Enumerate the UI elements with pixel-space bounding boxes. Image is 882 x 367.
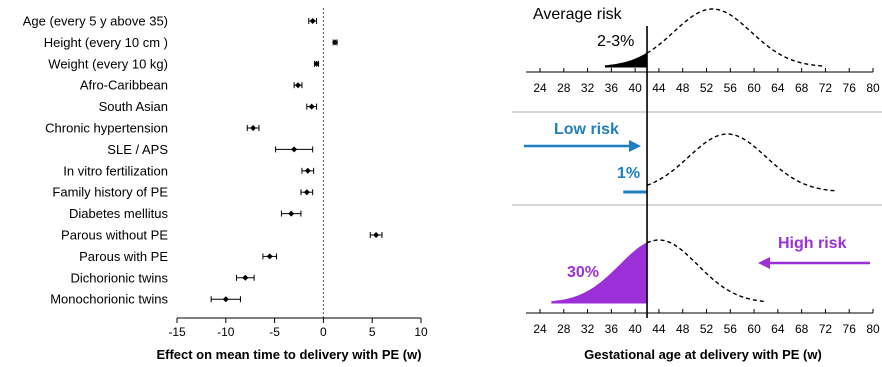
high-risk-arrow-label: High risk xyxy=(778,235,847,252)
forest-row-label: Parous without PE xyxy=(61,228,168,243)
distribution-x-tick-label: 32 xyxy=(581,81,595,95)
distribution-x-tick-label: 80 xyxy=(866,322,880,336)
distribution-x-tick-label: 40 xyxy=(628,322,642,336)
distribution-x-tick-label: 56 xyxy=(724,322,738,336)
high-risk-fill-label: 30% xyxy=(567,264,599,281)
distribution-x-tick-label: 64 xyxy=(771,81,785,95)
risk-tail-fill xyxy=(551,242,648,304)
forest-plot: -15 -10 -5 0 5 10 Effect on mean time to deliv… xyxy=(23,8,428,362)
distribution-x-tick-label: 52 xyxy=(700,322,714,336)
risk-panel-average-risk: 24 28 32 36 40 44 48 52 56 60 64 68 72 76 80 xyxy=(526,8,880,95)
distribution-x-tick-label: 48 xyxy=(676,81,690,95)
average-risk-fill-label: 2-3% xyxy=(597,33,634,50)
forest-x-tick-label: 5 xyxy=(369,325,376,339)
low-risk-arrowhead xyxy=(629,140,641,152)
forest-x-tick-label: -15 xyxy=(168,325,186,339)
distribution-x-tick-label: 68 xyxy=(795,81,809,95)
forest-row-label: In vitro fertilization xyxy=(63,163,168,178)
distribution-plot: 24 28 32 36 40 44 48 52 56 60 64 68 72 76 80 24 28 32 36 40… xyxy=(512,6,882,362)
distribution-x-tick-label: 32 xyxy=(581,322,595,336)
forest-x-tick-label: 10 xyxy=(414,325,428,339)
forest-row-label: Monochorionic twins xyxy=(50,292,168,307)
forest-point-estimate xyxy=(242,274,249,281)
forest-point-estimate xyxy=(309,18,316,24)
forest-row-label: Height (every 10 cm ) xyxy=(44,35,168,50)
distribution-x-tick-label: 64 xyxy=(771,322,785,336)
risk-panel-low-risk xyxy=(623,133,838,194)
forest-row-label: South Asian xyxy=(99,99,168,114)
distribution-x-tick-label: 56 xyxy=(724,81,738,95)
distribution-x-tick-label: 68 xyxy=(795,322,809,336)
forest-point-estimate xyxy=(288,210,295,217)
distribution-x-tick-label: 72 xyxy=(819,322,833,336)
distribution-x-tick-label: 44 xyxy=(652,322,666,336)
distribution-x-tick-label: 60 xyxy=(747,322,761,336)
forest-point-estimate xyxy=(304,167,311,174)
forest-point-estimate xyxy=(332,39,339,46)
distribution-x-tick-label: 52 xyxy=(700,81,714,95)
forest-point-estimate xyxy=(291,146,298,153)
distribution-x-tick-label: 72 xyxy=(819,81,833,95)
forest-point-estimate xyxy=(373,232,380,238)
forest-point-estimate xyxy=(313,60,320,67)
forest-x-tick-label: -10 xyxy=(217,325,235,339)
distribution-x-tick-label: 36 xyxy=(605,322,619,336)
distribution-x-axis-title: Gestational age at delivery with PE (w) xyxy=(584,347,822,362)
forest-row-label: Dichorionic twins xyxy=(70,270,168,285)
distribution-x-tick-label: 80 xyxy=(866,81,880,95)
distribution-curve xyxy=(646,8,826,67)
distribution-x-tick-label: 28 xyxy=(557,81,571,95)
distribution-x-tick-label: 28 xyxy=(557,322,571,336)
forest-point-estimate xyxy=(303,189,310,196)
risk-tail-fill xyxy=(604,52,648,68)
distribution-x-tick-label: 44 xyxy=(652,81,666,95)
distribution-x-tick-label: 76 xyxy=(843,81,857,95)
forest-x-tick-label: -5 xyxy=(269,325,280,339)
low-risk-fill-label: 1% xyxy=(617,165,640,182)
forest-point-estimate xyxy=(308,103,315,110)
low-risk-arrow-label: Low risk xyxy=(554,121,619,138)
forest-point-estimate xyxy=(266,253,273,260)
distribution-curve xyxy=(646,239,767,303)
forest-x-tick-label: 0 xyxy=(320,325,327,339)
forest-point-estimate xyxy=(222,296,229,303)
forest-row-label: Afro-Caribbean xyxy=(80,78,168,93)
forest-row-label: SLE / APS xyxy=(107,142,168,157)
distribution-x-tick-label: 76 xyxy=(843,322,857,336)
distribution-x-tick-label: 24 xyxy=(533,322,547,336)
risk-panel-high-risk: 24 28 32 36 40 44 48 52 56 60 64 68 72 76 80 xyxy=(526,239,880,336)
distribution-x-tick-label: 48 xyxy=(676,322,690,336)
forest-row-label: Parous with PE xyxy=(79,249,168,264)
distribution-x-tick-label: 24 xyxy=(533,81,547,95)
distribution-x-tick-label: 60 xyxy=(747,81,761,95)
forest-row-label: Weight (every 10 kg) xyxy=(48,56,168,71)
forest-x-axis-title: Effect on mean time to delivery with PE … xyxy=(156,347,421,362)
distribution-x-tick-label: 40 xyxy=(628,81,642,95)
average-risk-title: Average risk xyxy=(533,6,623,23)
forest-point-estimate xyxy=(295,82,302,89)
forest-point-estimate xyxy=(250,125,257,131)
high-risk-arrowhead xyxy=(758,257,770,269)
distribution-curve xyxy=(646,133,838,192)
forest-row-label: Family history of PE xyxy=(52,185,168,200)
forest-row-label: Diabetes mellitus xyxy=(69,206,168,221)
forest-row-label: Chronic hypertension xyxy=(45,121,168,136)
distribution-x-tick-label: 36 xyxy=(605,81,619,95)
forest-row-label: Age (every 5 y above 35) xyxy=(23,14,168,29)
